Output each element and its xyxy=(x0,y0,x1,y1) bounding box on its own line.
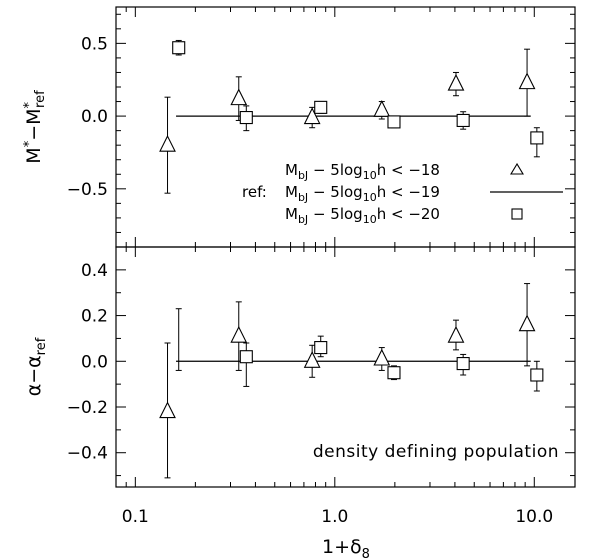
top-triangle-marker xyxy=(159,134,176,152)
bottom-ytick-label: −0.2 xyxy=(67,398,108,418)
x-axis-title: 1+δ8 xyxy=(322,536,370,558)
legend-entry-label: MbJ − 5log10h < −18 xyxy=(285,161,440,182)
bottom-triangle-marker xyxy=(447,325,465,343)
top-ytick-label: 0.0 xyxy=(81,107,108,127)
legend-entry-label: MbJ − 5log10h < −20 xyxy=(285,205,440,226)
bottom-triangle-marker xyxy=(159,401,176,419)
top-triangle-marker xyxy=(303,107,321,125)
xtick-label: 1.0 xyxy=(321,507,348,527)
bottom-square-marker xyxy=(239,350,253,364)
bottom-square-marker xyxy=(456,357,470,371)
bottom-square-marker xyxy=(530,368,544,382)
top-square-marker xyxy=(172,41,186,55)
top-ytick-label: −0.5 xyxy=(67,180,108,200)
legend-ref-label: ref: xyxy=(242,183,267,201)
bottom-ytick-label: 0.0 xyxy=(81,352,108,372)
xtick-label: 0.1 xyxy=(122,507,149,527)
bottom-ytick-label: 0.4 xyxy=(81,261,108,281)
top-square-marker xyxy=(314,100,328,114)
xtick-label: 10.0 xyxy=(515,507,553,527)
bottom-y-axis-title: α−αref xyxy=(23,337,49,396)
top-square-marker xyxy=(530,131,544,145)
top-square-marker xyxy=(387,115,401,129)
bottom-triangle-marker xyxy=(373,348,391,366)
legend-square-icon xyxy=(511,208,523,220)
top-y-axis-title: M*−M*ref xyxy=(22,90,48,164)
top-triangle-marker xyxy=(230,88,248,106)
top-ytick-label: 0.5 xyxy=(81,34,108,54)
axis-labels: 1+δ8 M*−M*ref α−αref xyxy=(22,90,370,558)
bottom-panel: 0.4 0.2 0.0 −0.2 −0.4 density defining popula… xyxy=(67,246,576,527)
bottom-square-marker xyxy=(314,341,328,355)
legend-entry-label: MbJ − 5log10h < −19 xyxy=(285,183,440,204)
bottom-ytick-label: −0.4 xyxy=(67,444,108,464)
top-triangle-marker xyxy=(518,72,536,90)
bottom-triangle-marker xyxy=(230,325,248,343)
top-square-marker xyxy=(239,110,253,125)
bottom-triangle-marker xyxy=(303,351,321,368)
bottom-triangle-marker xyxy=(518,314,536,332)
top-triangle-marker xyxy=(373,100,391,117)
bottom-frame xyxy=(115,246,576,488)
legend-triangle-icon xyxy=(510,162,524,175)
bottom-ytick-label: 0.2 xyxy=(81,307,108,327)
top-triangle-marker xyxy=(447,73,465,91)
density-annotation: density defining population xyxy=(313,442,559,462)
top-square-marker xyxy=(456,113,470,128)
bottom-square-marker xyxy=(387,366,401,380)
